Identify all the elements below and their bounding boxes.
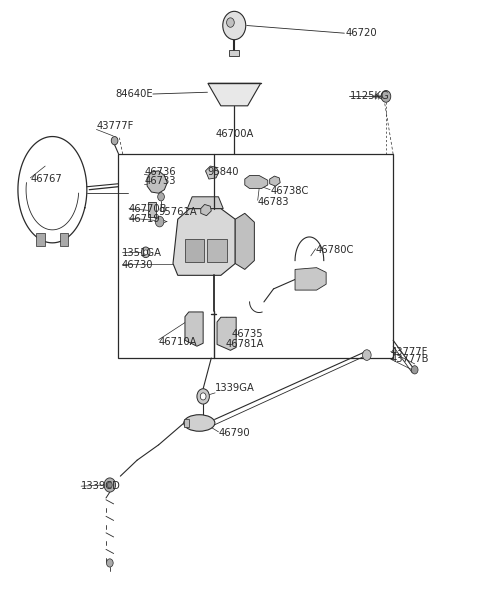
Text: 46780C: 46780C: [316, 245, 354, 255]
Text: 95761A: 95761A: [158, 207, 197, 217]
Circle shape: [223, 11, 246, 40]
Text: 1125KG: 1125KG: [350, 91, 390, 101]
Text: 46735: 46735: [231, 329, 263, 339]
Text: 43777F: 43777F: [96, 121, 134, 131]
Ellipse shape: [184, 415, 215, 431]
Text: 95840: 95840: [207, 167, 239, 177]
Text: 46730: 46730: [122, 260, 153, 270]
Polygon shape: [147, 170, 167, 193]
Text: 84640E: 84640E: [115, 89, 153, 99]
Polygon shape: [187, 197, 223, 208]
Circle shape: [111, 137, 118, 145]
Text: 46710A: 46710A: [158, 337, 197, 347]
Text: 43777F: 43777F: [391, 346, 428, 356]
Circle shape: [107, 559, 113, 567]
Circle shape: [108, 482, 112, 488]
Text: 46733: 46733: [144, 176, 176, 186]
Circle shape: [362, 350, 371, 361]
Text: 46736: 46736: [144, 167, 176, 176]
Text: 46738C: 46738C: [270, 186, 309, 196]
Polygon shape: [295, 268, 326, 290]
Polygon shape: [245, 175, 268, 188]
Polygon shape: [201, 204, 211, 215]
Text: 46720: 46720: [345, 28, 377, 38]
Text: 46767: 46767: [30, 174, 62, 184]
Bar: [185, 239, 204, 262]
Bar: [60, 233, 69, 246]
Polygon shape: [270, 176, 280, 186]
Polygon shape: [217, 317, 236, 350]
Text: 1339CD: 1339CD: [81, 481, 121, 491]
Polygon shape: [205, 166, 219, 179]
Bar: [207, 239, 227, 262]
Text: 46770B: 46770B: [129, 204, 168, 214]
Polygon shape: [173, 208, 235, 275]
Circle shape: [157, 192, 164, 201]
Bar: [118, 155, 393, 358]
Text: 46700A: 46700A: [216, 130, 254, 140]
Circle shape: [142, 247, 150, 258]
Circle shape: [156, 216, 164, 227]
Text: 46783: 46783: [258, 197, 289, 207]
Circle shape: [411, 366, 418, 374]
Bar: [36, 233, 45, 246]
Text: 46781A: 46781A: [226, 339, 264, 349]
Circle shape: [144, 250, 148, 255]
Bar: [229, 50, 239, 56]
Circle shape: [104, 478, 116, 492]
Circle shape: [227, 18, 234, 27]
Bar: [184, 420, 189, 426]
Text: 1339GA: 1339GA: [215, 383, 255, 393]
Text: 43777B: 43777B: [391, 354, 429, 364]
Text: 46719: 46719: [129, 214, 161, 224]
Polygon shape: [208, 83, 261, 106]
Bar: [148, 201, 156, 217]
Text: 46790: 46790: [218, 428, 250, 438]
Circle shape: [197, 389, 209, 404]
Polygon shape: [185, 312, 203, 346]
Text: 1351GA: 1351GA: [122, 249, 162, 259]
Circle shape: [200, 393, 206, 400]
Polygon shape: [235, 213, 254, 269]
Circle shape: [381, 91, 391, 102]
